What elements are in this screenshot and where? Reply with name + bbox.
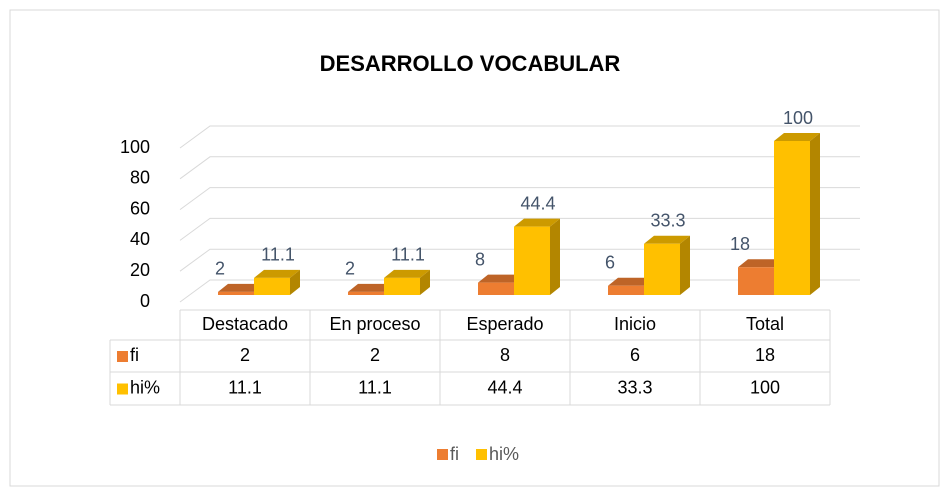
table-cell: 8	[500, 345, 510, 365]
table-header: Destacado	[202, 314, 288, 334]
y-tick-label: 80	[130, 168, 150, 188]
table-header: Esperado	[466, 314, 543, 334]
table-header: Total	[746, 314, 784, 334]
bar-face	[348, 291, 384, 295]
table-cell: 18	[755, 345, 775, 365]
data-label: 11.1	[391, 245, 425, 265]
table-row-label: hi%	[130, 377, 160, 397]
data-label: 2	[215, 259, 225, 279]
table-cell: 33.3	[617, 377, 652, 397]
bar-face	[608, 285, 644, 295]
table-cell: 11.1	[228, 377, 262, 397]
legend-swatch	[476, 449, 487, 460]
data-label: 44.4	[520, 193, 555, 213]
table-cell: 100	[750, 377, 780, 397]
bar-face	[478, 274, 524, 283]
bar-face	[218, 291, 254, 295]
bar	[254, 269, 300, 295]
data-label: 18	[730, 234, 750, 254]
data-label: 8	[475, 249, 485, 269]
grid-line	[179, 156, 860, 180]
grid-line	[179, 125, 860, 149]
chart-title: DESARROLLO VOCABULAR	[320, 51, 621, 76]
legend-swatch	[437, 449, 448, 460]
table-cell: 44.4	[487, 377, 522, 397]
grid-line	[179, 248, 860, 272]
table-header: En proceso	[329, 314, 420, 334]
y-tick-label: 0	[140, 291, 150, 311]
table-cell: 2	[240, 345, 250, 365]
y-tick-label: 60	[130, 198, 150, 218]
bar-face	[738, 267, 774, 295]
bar-face	[644, 235, 690, 244]
bar-face	[774, 141, 810, 295]
y-tick-label: 20	[130, 260, 150, 280]
bar-face	[680, 235, 690, 295]
bar-face	[514, 218, 560, 227]
bar-face	[550, 218, 560, 295]
bar-face	[420, 269, 430, 295]
bar-face	[218, 283, 264, 292]
data-label: 100	[783, 108, 813, 128]
table-header: Inicio	[614, 314, 656, 334]
bar-face	[774, 133, 820, 141]
bar	[384, 269, 430, 295]
table-key	[117, 351, 128, 362]
legend-label: fi	[450, 444, 459, 464]
bar-face	[254, 277, 290, 295]
bar-face	[644, 243, 680, 295]
table-cell: 2	[370, 345, 380, 365]
data-label: 6	[605, 253, 615, 273]
y-tick-label: 100	[120, 137, 150, 157]
bar-face	[514, 226, 550, 295]
table-row-label: fi	[130, 345, 139, 365]
bar-face	[290, 269, 300, 295]
bar	[644, 235, 690, 295]
bar	[514, 218, 560, 295]
table-cell: 11.1	[358, 377, 392, 397]
bar-face	[348, 283, 394, 292]
bar-face	[810, 133, 820, 295]
bar-face	[738, 259, 784, 268]
bar-face	[478, 282, 514, 295]
data-label: 33.3	[650, 210, 685, 230]
table-key	[117, 383, 128, 395]
legend-label: hi%	[489, 444, 519, 464]
data-label: 11.1	[261, 245, 295, 265]
grid-line	[179, 187, 860, 211]
y-tick-label: 40	[130, 229, 150, 249]
grid-line	[179, 217, 860, 241]
table-cell: 6	[630, 345, 640, 365]
bar-face	[384, 277, 420, 295]
bar-face	[384, 269, 430, 278]
bar-face	[608, 277, 654, 286]
data-label: 2	[345, 259, 355, 279]
bar	[774, 133, 820, 295]
bar-face	[254, 269, 300, 278]
